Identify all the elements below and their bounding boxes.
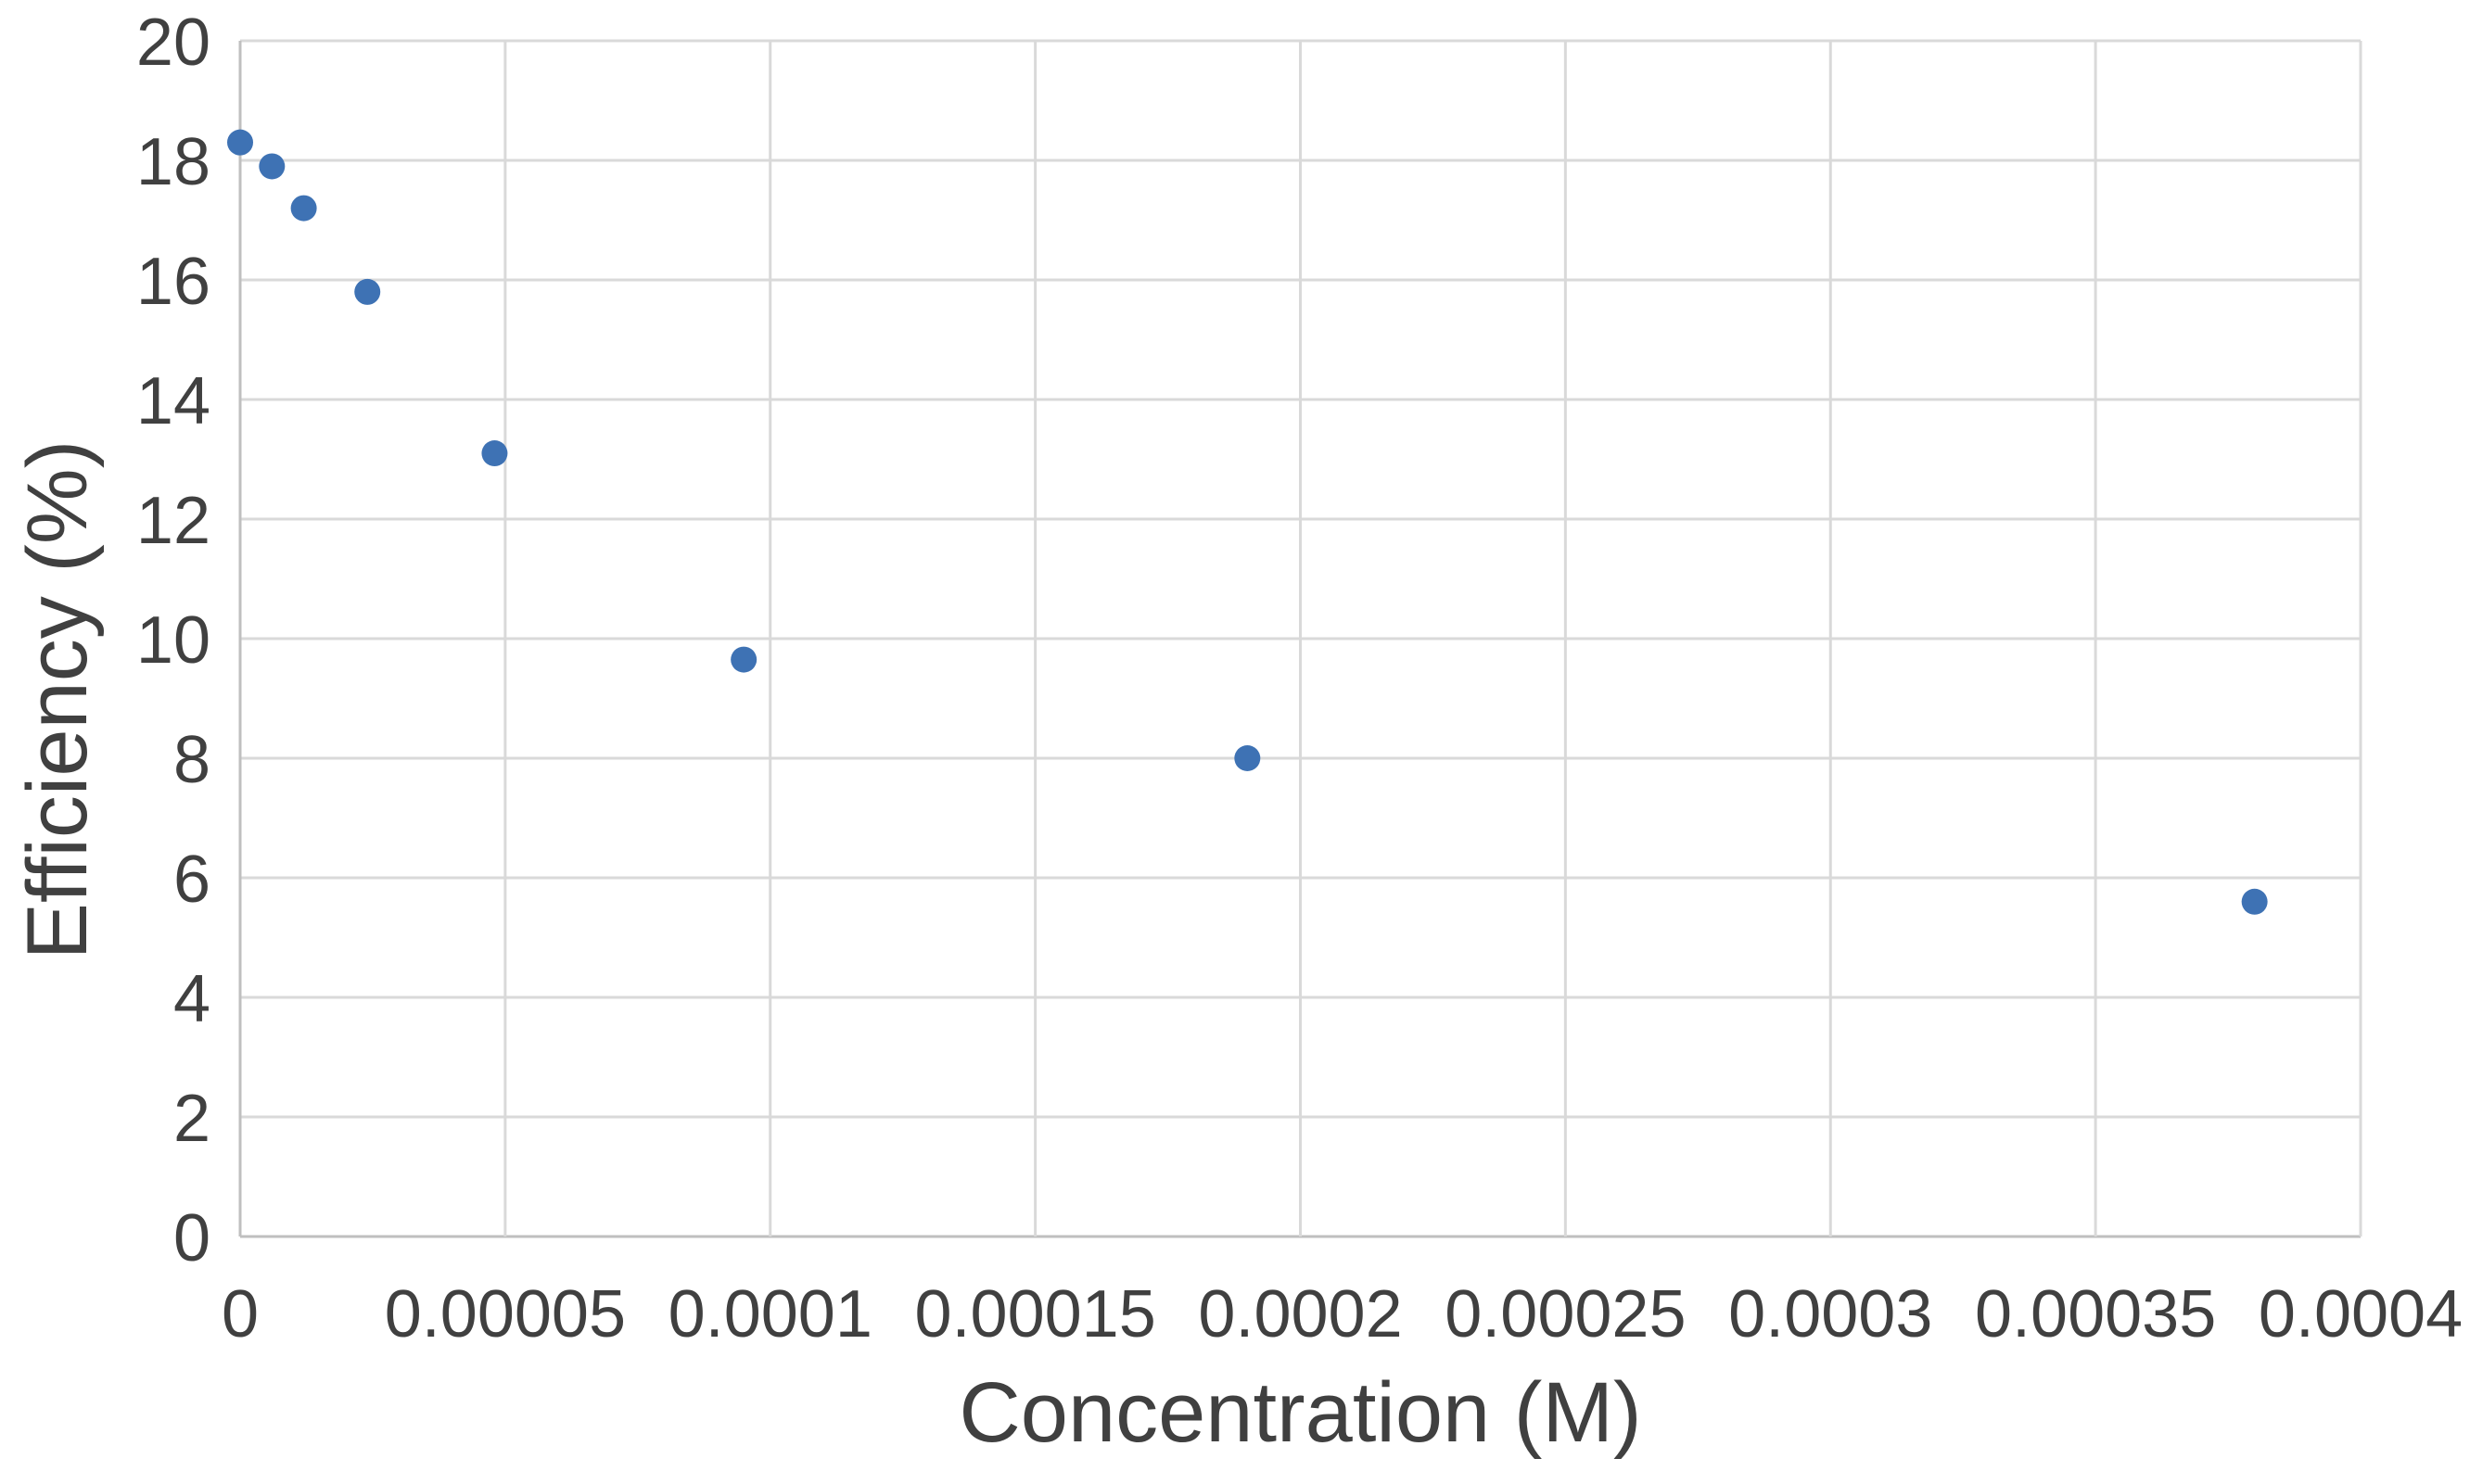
x-tick-label: 0 — [222, 1277, 259, 1351]
y-tick-label: 6 — [173, 843, 210, 917]
y-tick-label: 16 — [136, 245, 210, 319]
data-point — [290, 195, 317, 222]
data-point — [481, 440, 508, 467]
y-tick-label: 2 — [173, 1082, 210, 1156]
y-tick-label: 12 — [136, 484, 210, 558]
x-tick-label: 0.00015 — [914, 1277, 1155, 1351]
y-axis-title: Efficiency (%) — [10, 439, 105, 960]
x-tick-label: 0.0001 — [668, 1277, 872, 1351]
data-point — [259, 153, 286, 180]
x-tick-label: 0.0002 — [1198, 1277, 1402, 1351]
x-tick-label: 0.0004 — [2259, 1277, 2463, 1351]
y-tick-label: 4 — [173, 962, 210, 1036]
x-tick-label: 0.00005 — [385, 1277, 626, 1351]
x-tick-label: 0.00035 — [1975, 1277, 2216, 1351]
y-tick-label: 18 — [136, 125, 210, 199]
y-tick-label: 20 — [136, 6, 210, 80]
y-tick-label: 10 — [136, 603, 210, 678]
y-tick-label: 0 — [173, 1201, 210, 1275]
y-tick-label: 8 — [173, 723, 210, 797]
x-axis-title: Concentration (M) — [959, 1365, 1642, 1460]
data-point — [227, 129, 253, 156]
data-point — [731, 646, 758, 673]
x-tick-label: 0.0003 — [1728, 1277, 1932, 1351]
y-tick-label: 14 — [136, 364, 210, 438]
data-point — [354, 278, 381, 305]
data-point — [2241, 888, 2268, 915]
data-point — [1234, 745, 1261, 771]
x-tick-label: 0.00025 — [1445, 1277, 1686, 1351]
